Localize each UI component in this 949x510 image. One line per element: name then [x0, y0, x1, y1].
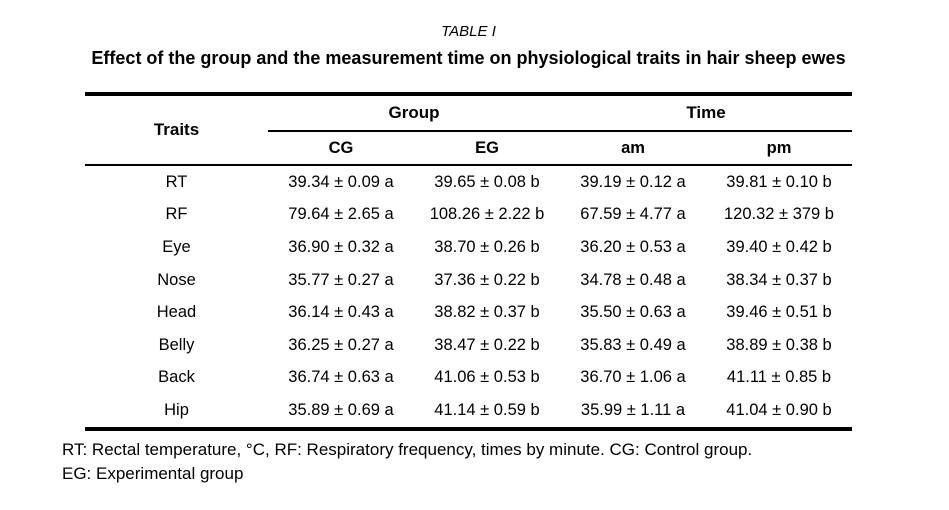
trait-cell: Head — [156, 303, 197, 322]
col-header-pm: pm — [706, 131, 852, 166]
trait-cell: Nose — [157, 270, 196, 289]
value-cell: 41.11 ± 0.85 b — [726, 368, 832, 387]
value-cell: 37.36 ± 0.22 b — [434, 270, 540, 289]
value-cell: 35.50 ± 0.63 a — [580, 303, 686, 322]
value-cell: 41.06 ± 0.53 b — [434, 368, 540, 387]
value-cell: 35.77 ± 0.27 a — [288, 270, 394, 289]
value-cell: 108.26 ± 2.22 b — [429, 205, 545, 224]
value-cell: 38.89 ± 0.38 b — [726, 335, 832, 354]
trait-cell: RF — [165, 205, 188, 224]
value-cell: 35.99 ± 1.11 a — [580, 400, 686, 419]
trait-cell: Back — [158, 368, 195, 387]
value-cell: 41.04 ± 0.90 b — [726, 400, 832, 419]
value-cell: 36.74 ± 0.63 a — [288, 368, 394, 387]
group-span-header: Group — [268, 94, 560, 132]
trait-cell: Eye — [162, 237, 191, 256]
value-cell: 39.19 ± 0.12 a — [580, 172, 686, 191]
trait-cell: RT — [165, 172, 188, 191]
value-cell: 35.83 ± 0.49 a — [580, 335, 686, 354]
value-cell: 38.82 ± 0.37 b — [434, 303, 540, 322]
results-table: Traits Group Time CG EG am pm RT 39.34 ±… — [85, 92, 852, 431]
value-cell: 67.59 ± 4.77 a — [580, 205, 686, 224]
value-cell: 36.20 ± 0.53 a — [580, 237, 686, 256]
col-header-am: am — [560, 131, 706, 166]
value-cell: 36.25 ± 0.27 a — [288, 335, 394, 354]
col-header-cg: CG — [268, 131, 414, 166]
value-cell: 36.14 ± 0.43 a — [288, 303, 394, 322]
table-row: Hip 35.89 ± 0.69 a 41.14 ± 0.59 b 35.99 … — [85, 394, 852, 429]
table-row: Belly 36.25 ± 0.27 a 38.47 ± 0.22 b 35.8… — [85, 329, 852, 362]
table-row: Head 36.14 ± 0.43 a 38.82 ± 0.37 b 35.50… — [85, 296, 852, 329]
value-cell: 38.47 ± 0.22 b — [434, 335, 540, 354]
value-cell: 38.70 ± 0.26 b — [434, 237, 540, 256]
traits-column-header: Traits — [85, 94, 268, 166]
footnote-line-1: RT: Rectal temperature, °C, RF: Respirat… — [62, 440, 753, 459]
value-cell: 39.46 ± 0.51 b — [726, 303, 832, 322]
table-row: Eye 36.90 ± 0.32 a 38.70 ± 0.26 b 36.20 … — [85, 231, 852, 264]
header-span-row: Traits Group Time — [85, 94, 852, 166]
value-cell: 34.78 ± 0.48 a — [580, 270, 686, 289]
table-caption: TABLE I Effect of the group and the meas… — [85, 22, 852, 70]
time-span-header: Time — [560, 94, 852, 132]
trait-cell: Belly — [158, 335, 195, 354]
table-row: RT 39.34 ± 0.09 a 39.65 ± 0.08 b 39.19 ±… — [85, 165, 852, 199]
value-cell: 36.90 ± 0.32 a — [288, 237, 394, 256]
table-footnote: RT: Rectal temperature, °C, RF: Respirat… — [62, 438, 882, 485]
value-cell: 38.34 ± 0.37 b — [726, 270, 832, 289]
value-cell: 35.89 ± 0.69 a — [288, 400, 394, 419]
col-header-eg: EG — [414, 131, 560, 166]
table-row: Nose 35.77 ± 0.27 a 37.36 ± 0.22 b 34.78… — [85, 264, 852, 297]
value-cell: 39.40 ± 0.42 b — [726, 237, 832, 256]
table-row: Back 36.74 ± 0.63 a 41.06 ± 0.53 b 36.70… — [85, 362, 852, 395]
value-cell: 39.81 ± 0.10 b — [726, 172, 832, 191]
value-cell: 36.70 ± 1.06 a — [580, 368, 686, 387]
table-number-label: TABLE I — [441, 23, 496, 40]
table-row: RF 79.64 ± 2.65 a 108.26 ± 2.22 b 67.59 … — [85, 199, 852, 232]
value-cell: 39.65 ± 0.08 b — [434, 172, 540, 191]
value-cell: 41.14 ± 0.59 b — [434, 400, 540, 419]
value-cell: 79.64 ± 2.65 a — [288, 205, 394, 224]
table-title: Effect of the group and the measurement … — [91, 48, 846, 68]
trait-cell: Hip — [164, 400, 189, 419]
header-sub-row: CG EG am pm — [85, 131, 852, 166]
value-cell: 39.34 ± 0.09 a — [288, 172, 394, 191]
footnote-line-2: EG: Experimental group — [62, 463, 244, 483]
value-cell: 120.32 ± 379 b — [724, 205, 834, 224]
